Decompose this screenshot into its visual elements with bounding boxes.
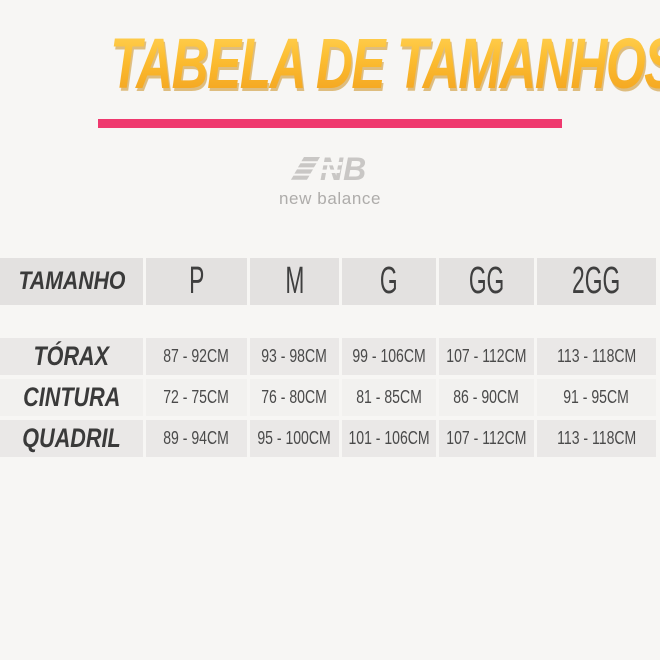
row-label: TÓRAX xyxy=(33,341,110,371)
size-table: TAMANHO P M G GG 2GG TÓRAX 87 xyxy=(0,258,656,461)
value-cell: 72 - 75CM xyxy=(146,379,247,416)
size-letter: P xyxy=(188,260,205,302)
value-cell: 93 - 98CM xyxy=(250,338,339,375)
table-row-cintura: CINTURA 72 - 75CM 76 - 80CM 81 - 85CM 86… xyxy=(0,379,656,416)
measurement-value: 113 - 118CM xyxy=(556,346,637,366)
measurement-value: 87 - 92CM xyxy=(163,346,230,366)
size-letter: GG xyxy=(468,260,505,302)
value-cell: 89 - 94CM xyxy=(146,420,247,457)
table-row-torax: TÓRAX 87 - 92CM 93 - 98CM 99 - 106CM 107… xyxy=(0,338,656,375)
new-balance-logo-icon: NB xyxy=(290,151,366,187)
value-cell: 86 - 90CM xyxy=(439,379,534,416)
brand-logo-text: new balance xyxy=(278,189,382,208)
row-label-cell: TÓRAX xyxy=(0,338,143,375)
size-letter: 2GG xyxy=(572,260,621,302)
row-label-cell: QUADRIL xyxy=(0,420,143,457)
value-cell: 99 - 106CM xyxy=(342,338,436,375)
value-cell: 87 - 92CM xyxy=(146,338,247,375)
size-table-header-row: TAMANHO P M G GG 2GG xyxy=(0,258,656,305)
row-label: QUADRIL xyxy=(22,423,121,453)
header-cell-size-2gg: 2GG xyxy=(537,258,656,305)
page-title: TABELA DE TAMANHOS xyxy=(110,28,660,102)
size-letter: M xyxy=(285,260,304,302)
header-cell-tamanho: TAMANHO xyxy=(0,258,143,305)
value-cell: 113 - 118CM xyxy=(537,420,656,457)
value-cell: 95 - 100CM xyxy=(250,420,339,457)
row-label: CINTURA xyxy=(22,382,121,412)
size-letter: G xyxy=(380,260,398,302)
header-cell-size-m: M xyxy=(250,258,339,305)
measurement-value: 81 - 85CM xyxy=(356,387,422,407)
measurement-value: 86 - 90CM xyxy=(453,387,520,407)
header-cell-size-gg: GG xyxy=(439,258,534,305)
table-header-gap xyxy=(0,305,656,338)
measurement-value: 101 - 106CM xyxy=(348,428,430,448)
value-cell: 107 - 112CM xyxy=(439,420,534,457)
title-block: TABELA DE TAMANHOS xyxy=(0,28,660,102)
measurement-value: 89 - 94CM xyxy=(163,428,230,448)
measurement-value: 93 - 98CM xyxy=(261,346,328,366)
measurement-value: 107 - 112CM xyxy=(446,428,527,448)
value-cell: 107 - 112CM xyxy=(439,338,534,375)
measurement-value: 99 - 106CM xyxy=(352,346,426,366)
table-row-quadril: QUADRIL 89 - 94CM 95 - 100CM 101 - 106CM… xyxy=(0,420,656,457)
brand-logo: NB new balance xyxy=(0,149,660,209)
measurement-value: 91 - 95CM xyxy=(563,387,630,407)
header-label: TAMANHO xyxy=(17,267,126,295)
value-cell: 81 - 85CM xyxy=(342,379,436,416)
measurement-value: 113 - 118CM xyxy=(556,428,637,448)
title-underline-bar xyxy=(98,119,562,128)
header-cell-size-p: P xyxy=(146,258,247,305)
measurement-value: 95 - 100CM xyxy=(257,428,332,448)
value-cell: 101 - 106CM xyxy=(342,420,436,457)
measurement-value: 107 - 112CM xyxy=(446,346,527,366)
measurement-value: 72 - 75CM xyxy=(163,387,230,407)
row-label-cell: CINTURA xyxy=(0,379,143,416)
header-cell-size-g: G xyxy=(342,258,436,305)
value-cell: 113 - 118CM xyxy=(537,338,656,375)
value-cell: 76 - 80CM xyxy=(250,379,339,416)
value-cell: 91 - 95CM xyxy=(537,379,656,416)
measurement-value: 76 - 80CM xyxy=(261,387,328,407)
svg-text:NB: NB xyxy=(320,151,366,187)
